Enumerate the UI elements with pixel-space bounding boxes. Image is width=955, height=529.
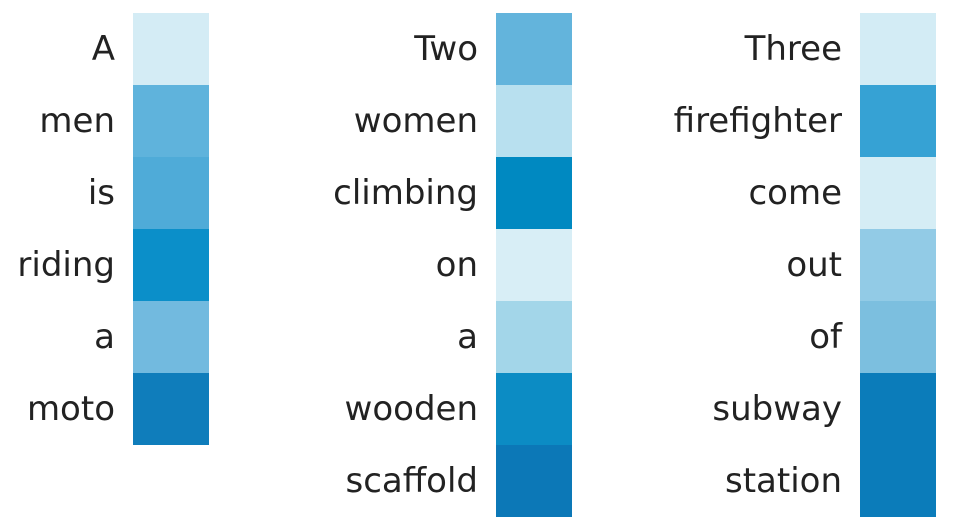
token-label: wooden xyxy=(344,389,478,429)
token-label: firefighter xyxy=(673,101,842,141)
heatmap-cell xyxy=(496,85,572,157)
heatmap-cell xyxy=(496,301,572,373)
heatmap-cell xyxy=(860,13,936,85)
heatmap-cell xyxy=(496,445,572,517)
heatmap-cell xyxy=(860,85,936,157)
token-label: women xyxy=(353,101,478,141)
token-label: scaffold xyxy=(345,461,479,501)
token-label: A xyxy=(91,29,115,69)
token-label: moto xyxy=(26,389,115,429)
heatmap-cell xyxy=(496,13,572,85)
token-label: Two xyxy=(414,29,478,69)
heatmap-cell xyxy=(860,373,936,445)
token-label: come xyxy=(748,173,842,213)
token-label: is xyxy=(87,173,115,213)
heatmap-cell xyxy=(133,85,209,157)
token-label: out xyxy=(786,245,842,285)
heatmap-cell xyxy=(133,229,209,301)
heatmap-cell xyxy=(133,301,209,373)
heatmap-cell xyxy=(133,373,209,445)
heatmap-cell xyxy=(860,229,936,301)
token-label: subway xyxy=(712,389,842,429)
heatmap-cell xyxy=(496,157,572,229)
token-label: of xyxy=(809,317,842,357)
heatmap-cell xyxy=(860,301,936,373)
heatmap-cell xyxy=(133,13,209,85)
token-label: riding xyxy=(17,245,115,285)
token-label: climbing xyxy=(333,173,478,213)
heatmap-cell xyxy=(496,229,572,301)
token-label: a xyxy=(94,317,115,357)
token-label: Three xyxy=(744,29,842,69)
token-label: men xyxy=(39,101,115,141)
heatmap-cell xyxy=(133,157,209,229)
heatmap-cell xyxy=(860,157,936,229)
heatmap-cell xyxy=(496,373,572,445)
token-label: on xyxy=(435,245,478,285)
token-label: a xyxy=(457,317,478,357)
token-label: station xyxy=(724,461,842,501)
heatmap-cell xyxy=(860,445,936,517)
